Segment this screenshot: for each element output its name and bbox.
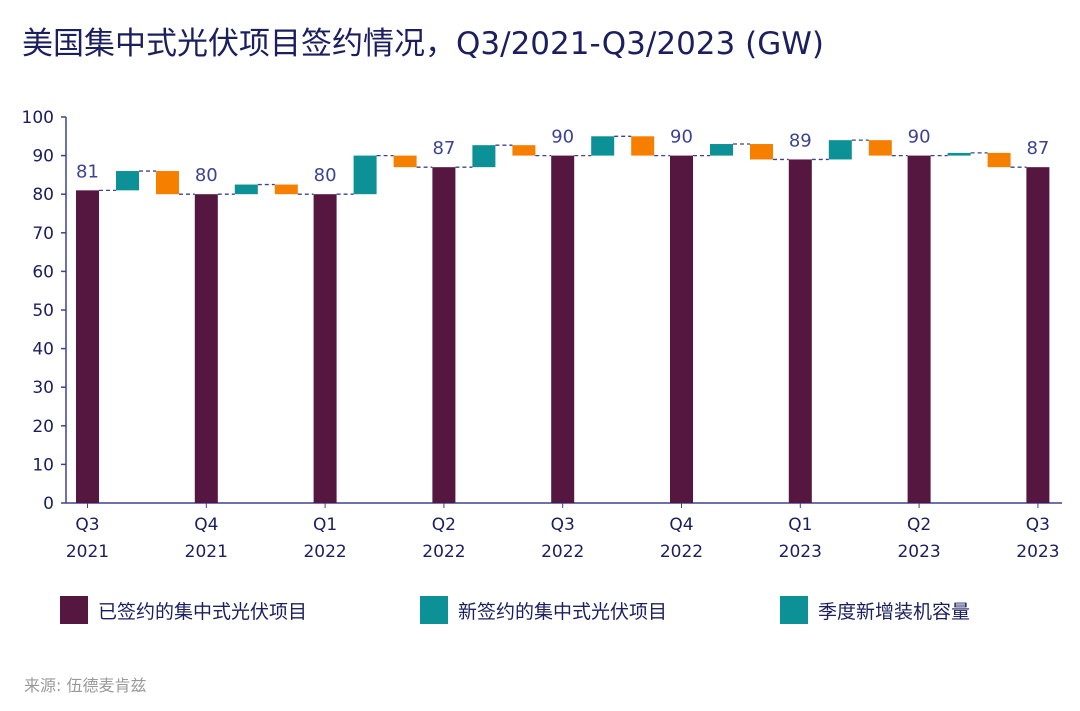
x-tick-label-quarter: Q4 [669,515,693,535]
x-tick-label-year: 2022 [541,542,584,562]
legend-swatch-signed [60,596,88,624]
x-tick-label-year: 2021 [185,542,228,562]
x-tick-label-quarter: Q2 [907,515,931,535]
data-label: 81 [76,161,99,182]
new-signed-bar [828,140,852,160]
y-tick-label: 60 [32,262,54,282]
legend-label-installed: 季度新增装机容量 [818,600,971,623]
legend-swatch-new-signed [420,596,448,624]
x-tick-label-quarter: Q1 [788,515,812,535]
new-signed-bar [710,144,733,156]
y-tick-label: 80 [32,185,54,205]
legend-item-new-signed: 新签约的集中式光伏项目 [420,596,667,624]
legend-label-signed: 已签约的集中式光伏项目 [98,600,308,623]
signed-bar [313,194,337,503]
signed-bar [194,194,218,503]
signed-bar [670,155,693,503]
x-tick-label-quarter: Q2 [432,515,456,535]
x-tick-label-quarter: Q3 [1026,515,1050,535]
y-tick-label: 100 [22,108,54,128]
x-tick-label-year: 2023 [897,542,940,562]
new-signed-bar [591,136,615,156]
y-tick-label: 30 [32,378,54,398]
installed-bar [156,171,179,195]
signed-bar [907,155,931,503]
data-label: 80 [314,165,337,186]
data-label: 87 [432,138,455,159]
new-signed-bar [116,171,139,191]
signed-bar [432,167,456,503]
data-label: 90 [908,127,931,148]
x-tick-label-quarter: Q3 [75,515,99,535]
data-label: 90 [551,127,574,148]
signed-bar [1026,167,1050,503]
y-tick-label: 20 [32,417,54,437]
data-label: 89 [789,130,812,151]
x-tick-label-year: 2023 [1016,542,1059,562]
x-tick-label-year: 2021 [66,542,109,562]
y-tick-label: 40 [32,340,54,360]
new-signed-bar [234,184,258,195]
signed-bar [76,190,99,503]
y-tick-label: 50 [32,301,54,321]
new-signed-bar [353,155,377,195]
x-tick-label-quarter: Q4 [194,515,218,535]
legend-swatch-installed [780,596,808,624]
y-tick-label: 0 [43,494,54,514]
legend-item-installed: 季度新增装机容量 [780,596,970,624]
data-label: 90 [670,127,693,148]
x-tick-label-year: 2022 [422,542,465,562]
x-tick-label-quarter: Q1 [313,515,337,535]
installed-bar [274,184,298,195]
installed-bar [512,145,536,156]
legend-label-new-signed: 新签约的集中式光伏项目 [458,600,668,623]
y-tick-label: 70 [32,224,54,244]
new-signed-bar [947,152,971,156]
signed-bar [788,159,812,503]
x-tick-label-year: 2023 [779,542,822,562]
source-note: 来源: 伍德麦肯兹 [24,676,147,695]
x-tick-label-year: 2022 [660,542,703,562]
waterfall-chart: 0 10 20 30 40 50 60 70 80 90 100 81 Q3 2021 80 Q4 2021 80… [22,108,1062,562]
installed-bar [987,152,1011,168]
new-signed-bar [472,145,496,168]
chart-title: 美国集中式光伏项目签约情况，Q3/2021-Q3/2023 (GW) [22,26,824,62]
installed-bar [631,136,655,156]
data-label: 80 [195,165,218,186]
installed-bar [393,155,417,168]
installed-bar [868,140,892,156]
y-tick-label: 90 [32,147,54,167]
data-label: 87 [1026,138,1049,159]
installed-bar [750,144,773,160]
y-tick-label: 10 [32,455,54,475]
legend-item-signed: 已签约的集中式光伏项目 [60,596,307,624]
x-tick-label-year: 2022 [303,542,346,562]
x-tick-label-quarter: Q3 [551,515,575,535]
signed-bar [551,155,575,503]
